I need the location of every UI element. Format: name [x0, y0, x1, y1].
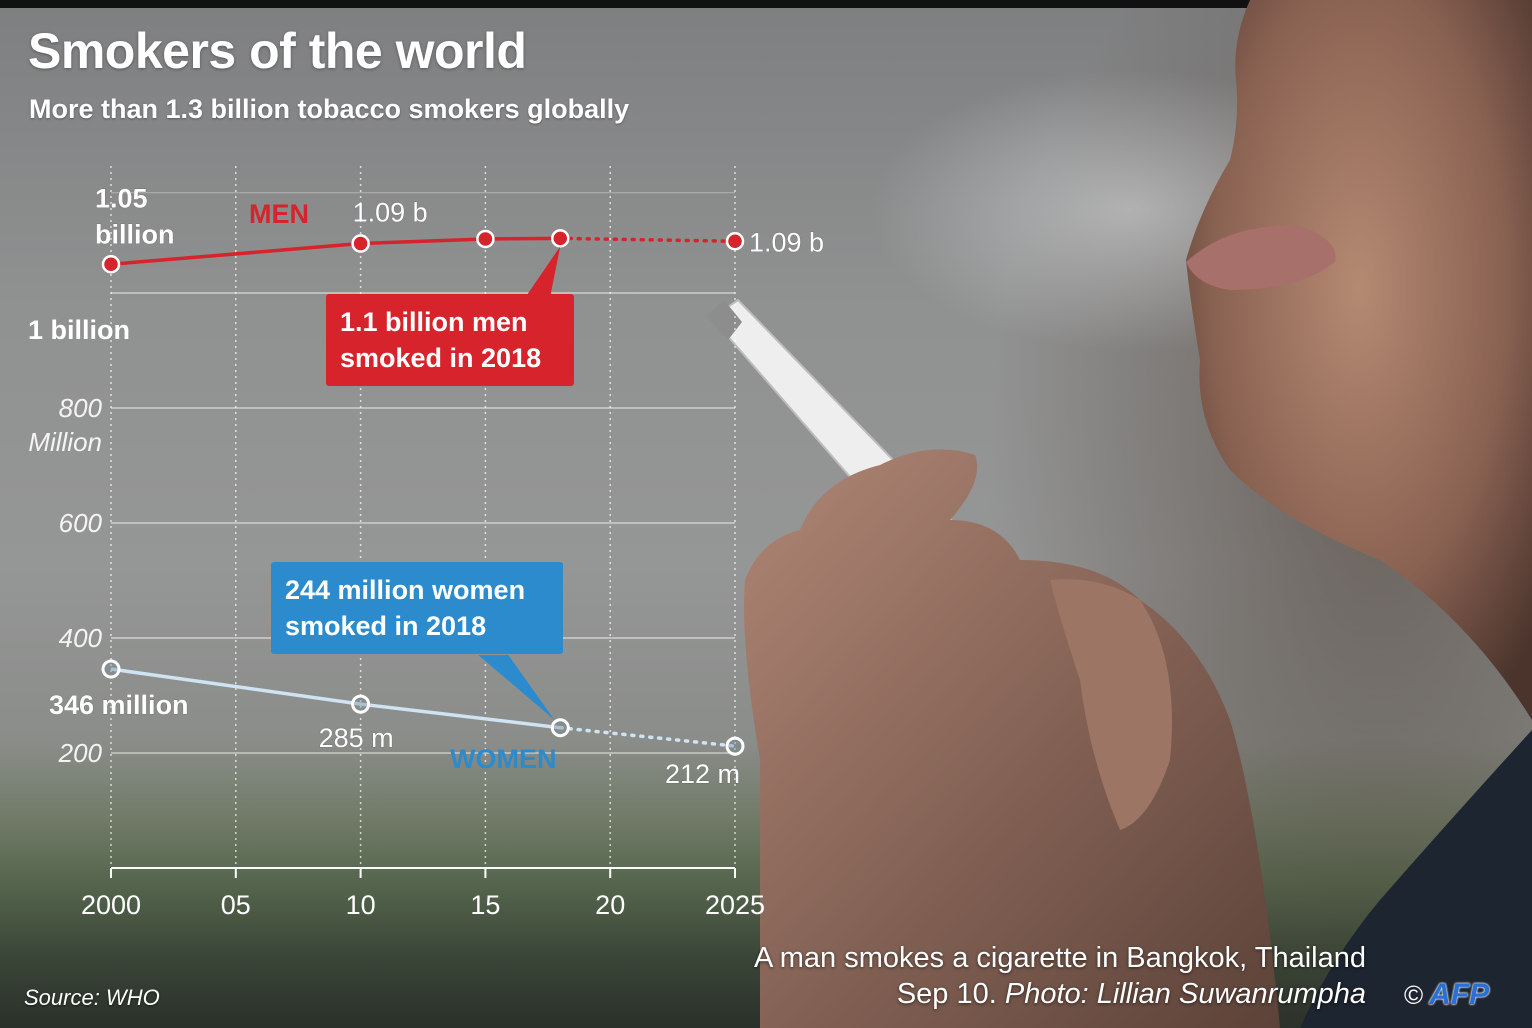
- callout-men-line-2: smoked in 2018: [340, 343, 542, 373]
- callout-women-line-2: smoked in 2018: [285, 611, 487, 641]
- afp-logo: AFP: [1429, 978, 1490, 1011]
- series-label-men: MEN: [249, 199, 309, 229]
- caption-date: Sep 10.: [896, 978, 997, 1010]
- x-tick-label-05: 05: [221, 890, 251, 920]
- data-point-men-2000: [101, 255, 121, 274]
- series-projection-women: [558, 725, 737, 748]
- y-tick-label-200: 200: [58, 738, 103, 768]
- x-tick-label-2025: 2025: [705, 890, 765, 920]
- x-tick-label-20: 20: [595, 890, 625, 920]
- data-point-women-2018: [550, 718, 570, 738]
- data-label-women-2000-line-0: 346 million: [49, 690, 189, 720]
- callout-women-line-1: 244 million women: [285, 575, 526, 605]
- callout-men-2018: 1.1 billion men smoked in 2018: [326, 294, 574, 386]
- series-label-women: WOMEN: [450, 744, 556, 774]
- agency-credit: © AFP: [1404, 978, 1489, 1012]
- data-point-women-2010: [351, 694, 371, 714]
- caption-line-1: A man smokes a cigarette in Bangkok, Tha…: [753, 942, 1366, 974]
- face-silhouette: [1186, 0, 1532, 720]
- hand: [744, 449, 1280, 1028]
- x-tick-label-10: 10: [346, 890, 376, 920]
- data-label-men-2025-line-0: 1.09 b: [749, 227, 824, 257]
- data-label-men-2010-line-0: 1.09 b: [353, 198, 428, 228]
- shirt: [1300, 730, 1532, 1028]
- series-line-men: [110, 236, 561, 266]
- chart-title: Smokers of the world: [28, 23, 527, 79]
- data-point-men-2010: [351, 234, 370, 253]
- photo-caption: A man smokes a cigarette in Bangkok, Tha…: [754, 940, 1366, 1012]
- data-point-men-2025: [725, 232, 745, 251]
- top-border: [0, 0, 1532, 8]
- data-label-men-2000-line-1: billion: [95, 219, 174, 249]
- y-tick-label-800: 800: [59, 393, 103, 423]
- cigarette-ash: [706, 300, 742, 340]
- caption-line-2: Sep 10. Photo: Lillian Suwanrumpha: [754, 976, 1366, 1012]
- x-tick-label-15: 15: [470, 890, 500, 920]
- callout-men-line-1: 1.1 billion men: [340, 307, 528, 337]
- y-tick-label-400: 400: [59, 623, 103, 653]
- data-label-women-2010-line-0: 285 m: [319, 723, 394, 753]
- thumb: [1050, 579, 1172, 830]
- callout-women-2018: 244 million women smoked in 2018: [271, 562, 563, 654]
- source-note: Source: WHO: [24, 985, 160, 1010]
- y-tick-label-600: 600: [59, 508, 103, 538]
- copyright-symbol: ©: [1404, 980, 1424, 1010]
- data-label-women-2025-line-0: 212 m: [665, 759, 740, 789]
- x-tick-label-2000: 2000: [81, 890, 141, 920]
- callout-pointer-men: [526, 246, 561, 296]
- series-line-women: [110, 667, 561, 730]
- data-point-men-2018: [551, 229, 570, 248]
- data-point-men-2015: [476, 229, 495, 249]
- y-unit-label: Million: [28, 427, 102, 457]
- callout-pointer-women: [478, 655, 555, 720]
- caption-photo-credit: Photo: Lillian Suwanrumpha: [1004, 978, 1366, 1010]
- y-label-1-billion: 1 billion: [28, 315, 130, 345]
- lips: [1186, 225, 1336, 290]
- series-projection-men: [558, 236, 737, 243]
- data-point-women-2025: [725, 736, 745, 756]
- data-point-women-2000: [101, 659, 121, 679]
- chart-subtitle: More than 1.3 billion tobacco smokers gl…: [29, 94, 630, 124]
- data-label-men-2000-line-0: 1.05: [95, 183, 148, 213]
